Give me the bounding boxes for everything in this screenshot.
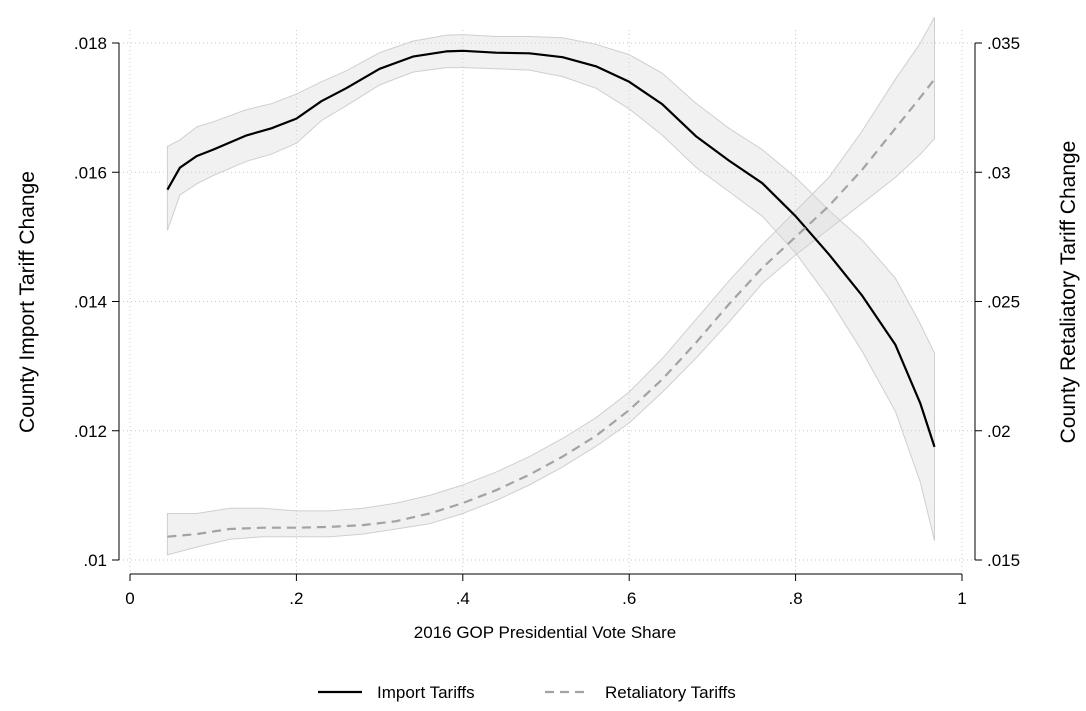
y-left-tick-label-2: .014 [74, 293, 107, 312]
confidence-bands [166, 16, 935, 556]
y-left-tick-label-0: .01 [83, 551, 107, 570]
x-tick-label-5: 1 [957, 589, 966, 608]
y-right-tick-label-1: .02 [987, 422, 1011, 441]
legend-label-import: Import Tariffs [377, 683, 475, 702]
series-lines [166, 49, 936, 538]
x-tick-label-3: .6 [622, 589, 636, 608]
y-axis-right-title: County Retaliatory Tariff Change [1057, 141, 1080, 444]
y-right-tick-label-4: .035 [987, 34, 1020, 53]
legend-label-retaliatory: Retaliatory Tariffs [605, 683, 736, 702]
y-left-tick-label-3: .016 [74, 163, 107, 182]
y-right-tick-label-2: .025 [987, 293, 1020, 312]
confidence-band-0 [166, 34, 935, 541]
series-line-0 [166, 49, 936, 448]
x-tick-label-2: .4 [456, 589, 470, 608]
y-right-tick-label-3: .03 [987, 163, 1011, 182]
y-left-tick-label-1: .012 [74, 422, 107, 441]
x-axis-title: 2016 GOP Presidential Vote Share [414, 623, 676, 642]
x-tick-label-0: 0 [125, 589, 134, 608]
y-axis-left-title: County Import Tariff Change [16, 171, 39, 433]
axes: .01 .012 .014 .016 .018 .015 .02 .025 .03 .035 0 .2… [74, 34, 1020, 608]
x-tick-label-1: .2 [289, 589, 303, 608]
series-line-1 [167, 78, 936, 538]
y-right-tick-label-0: .015 [987, 551, 1020, 570]
grid [119, 30, 975, 574]
legend: Import Tariffs Retaliatory Tariffs [318, 683, 736, 702]
x-tick-label-4: .8 [789, 589, 803, 608]
confidence-band-1 [166, 16, 935, 556]
y-left-tick-label-4: .018 [74, 34, 107, 53]
